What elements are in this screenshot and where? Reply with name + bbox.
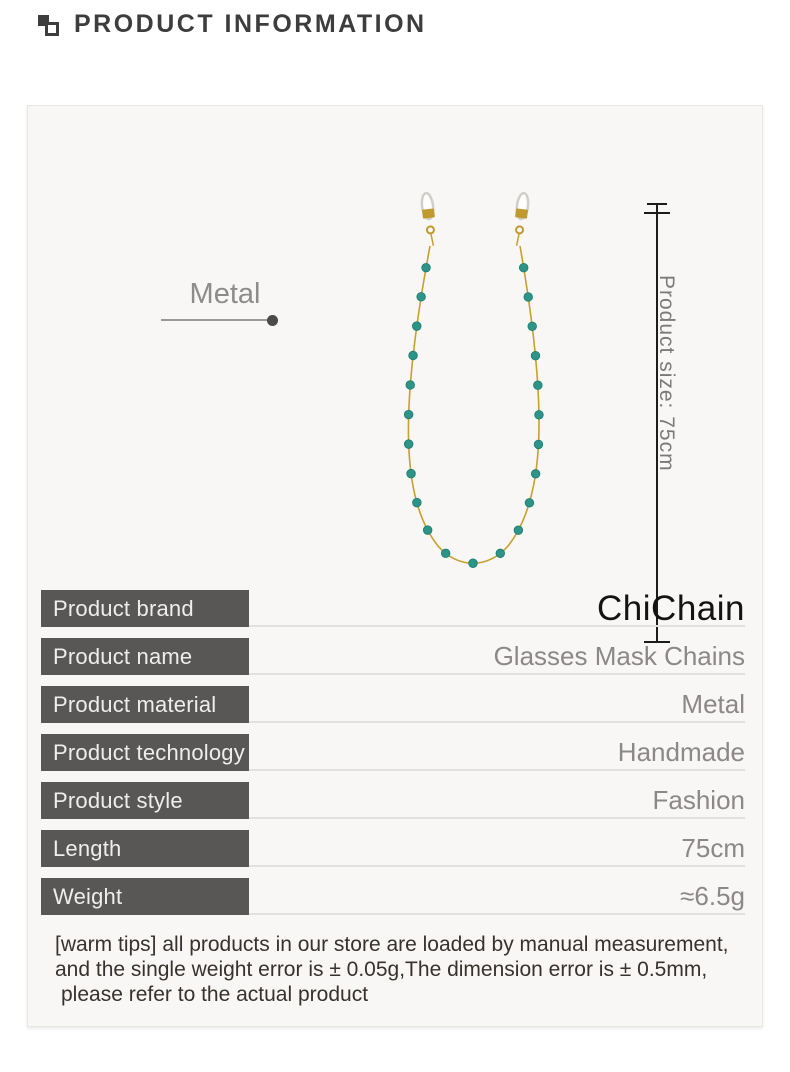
- warm-tips: [warm tips] all products in our store ar…: [55, 932, 729, 1007]
- table-row: Length 75cm: [41, 830, 745, 867]
- chain-right-end: [515, 191, 530, 246]
- row-label: Product style: [41, 782, 249, 819]
- chain-beads: [403, 262, 544, 568]
- row-label: Product brand: [41, 590, 249, 627]
- overlapping-squares-icon: [38, 12, 62, 38]
- row-value: 75cm: [249, 830, 745, 867]
- beaded-chain-image: [403, 191, 544, 568]
- material-callout: Metal: [159, 278, 291, 326]
- row-label: Length: [41, 830, 249, 867]
- material-callout-label: Metal: [189, 278, 261, 310]
- table-row: Product brand ChiChain: [41, 590, 745, 627]
- size-note: Product size: 75cm: [655, 275, 678, 472]
- chain-cord: [407, 245, 540, 565]
- table-row: Product style Fashion: [41, 782, 745, 819]
- measurement-line: [656, 203, 658, 643]
- row-value: Glasses Mask Chains: [249, 638, 745, 675]
- warm-tips-line: please refer to the actual product: [61, 983, 369, 1006]
- row-label: Product technology: [41, 734, 249, 771]
- measurement-cap-top: [647, 203, 667, 205]
- measurement-cap-bottom: [644, 641, 670, 643]
- product-photo-area: Metal Product size: 75cm: [28, 106, 762, 643]
- brand-value: ChiChain: [249, 590, 745, 627]
- row-label: Weight: [41, 878, 249, 915]
- callout-pointer-line: [161, 315, 278, 326]
- page-header: PRODUCT INFORMATION: [38, 10, 427, 39]
- table-row: Product name Glasses Mask Chains: [41, 638, 745, 675]
- outline-square-icon-part: [45, 21, 59, 36]
- size-measurement: Product size: 75cm: [643, 203, 678, 648]
- spec-table: Product brand ChiChain Product name Glas…: [41, 590, 745, 926]
- table-row: Product technology Handmade: [41, 734, 745, 771]
- callout-pointer-dot: [267, 315, 278, 326]
- warm-tips-line: and the single weight error is ± 0.05g,T…: [55, 958, 708, 981]
- table-row: Weight ≈6.5g: [41, 878, 745, 915]
- row-value: Fashion: [249, 782, 745, 819]
- row-value: ≈6.5g: [249, 878, 745, 915]
- row-label: Product material: [41, 686, 249, 723]
- filled-square-icon-part: [38, 14, 49, 26]
- table-row: Product material Metal: [41, 686, 745, 723]
- row-value: Metal: [249, 686, 745, 723]
- row-value: Handmade: [249, 734, 745, 771]
- product-info-panel: Metal Product size: 75cm Product brand C…: [27, 105, 763, 1027]
- measurement-cap-upper: [644, 212, 670, 214]
- row-label: Product name: [41, 638, 249, 675]
- chain-left-end: [420, 191, 435, 246]
- warm-tips-line: [warm tips] all products in our store ar…: [55, 933, 729, 956]
- page-title: PRODUCT INFORMATION: [74, 10, 427, 38]
